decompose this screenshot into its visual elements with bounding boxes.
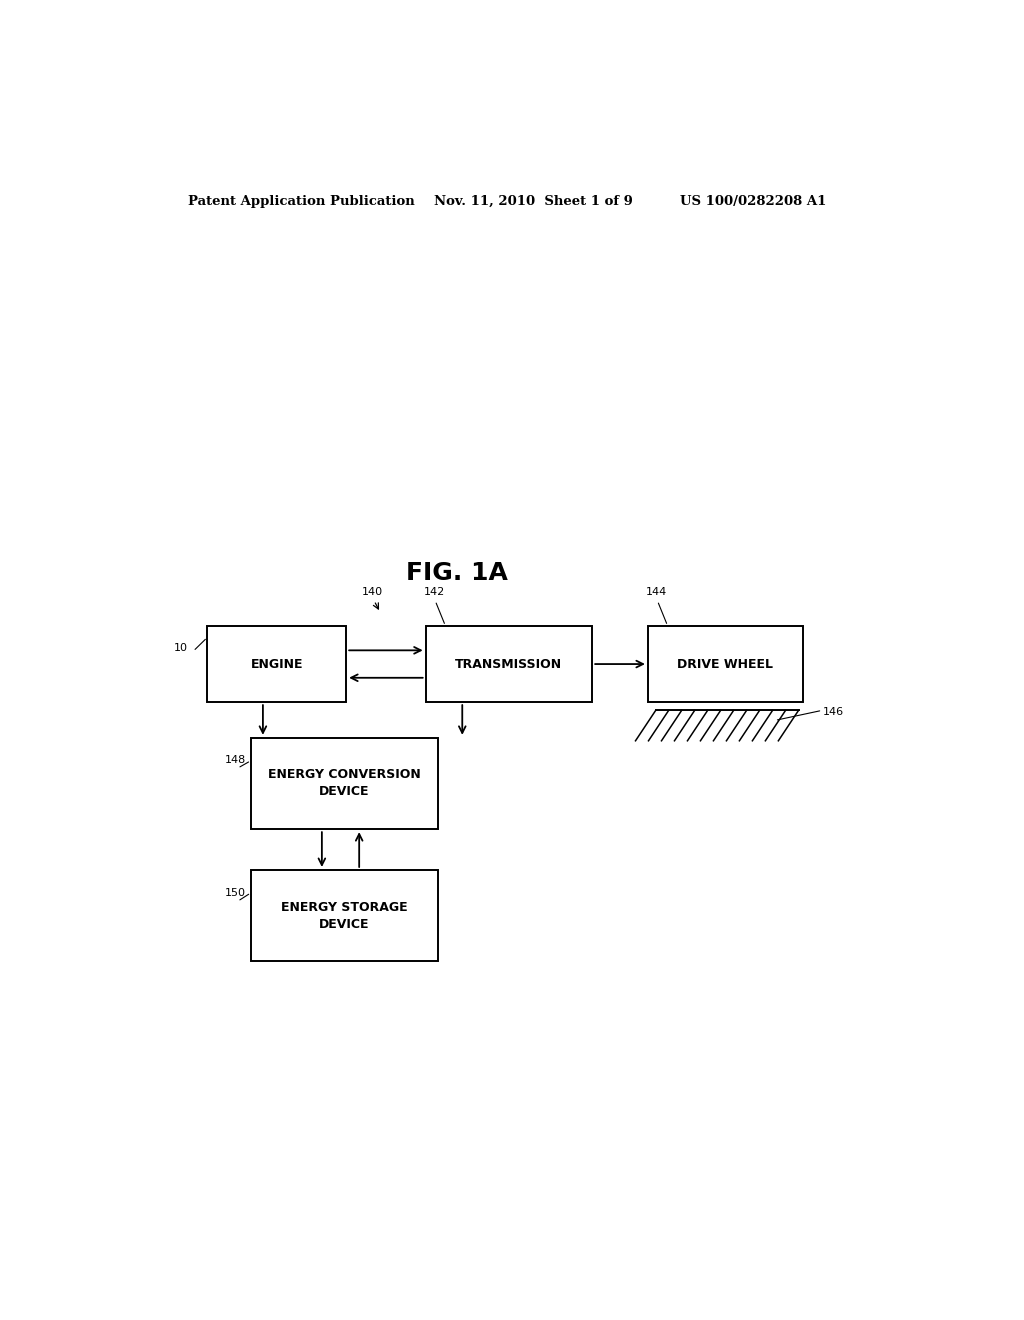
Text: 10: 10 [174, 643, 188, 653]
Text: 140: 140 [362, 587, 383, 598]
Bar [648, 626, 803, 702]
Text: 148: 148 [225, 755, 246, 766]
Text: TRANSMISSION: TRANSMISSION [456, 657, 562, 671]
Text: ENERGY STORAGE
DEVICE: ENERGY STORAGE DEVICE [281, 900, 408, 931]
Bar [426, 626, 592, 702]
Bar [251, 870, 437, 961]
Text: 146: 146 [822, 708, 844, 717]
Text: FIG. 1A: FIG. 1A [407, 561, 508, 585]
Bar [207, 626, 346, 702]
Text: 150: 150 [225, 888, 246, 899]
Text: 144: 144 [646, 587, 668, 598]
Text: DRIVE WHEEL: DRIVE WHEEL [677, 657, 773, 671]
Text: Nov. 11, 2010  Sheet 1 of 9: Nov. 11, 2010 Sheet 1 of 9 [433, 194, 633, 207]
Text: 142: 142 [424, 587, 445, 598]
Text: ENERGY CONVERSION
DEVICE: ENERGY CONVERSION DEVICE [268, 768, 421, 799]
Text: ENGINE: ENGINE [251, 657, 303, 671]
Text: US 100/0282208 A1: US 100/0282208 A1 [680, 194, 826, 207]
Bar [251, 738, 437, 829]
Text: Patent Application Publication: Patent Application Publication [187, 194, 415, 207]
